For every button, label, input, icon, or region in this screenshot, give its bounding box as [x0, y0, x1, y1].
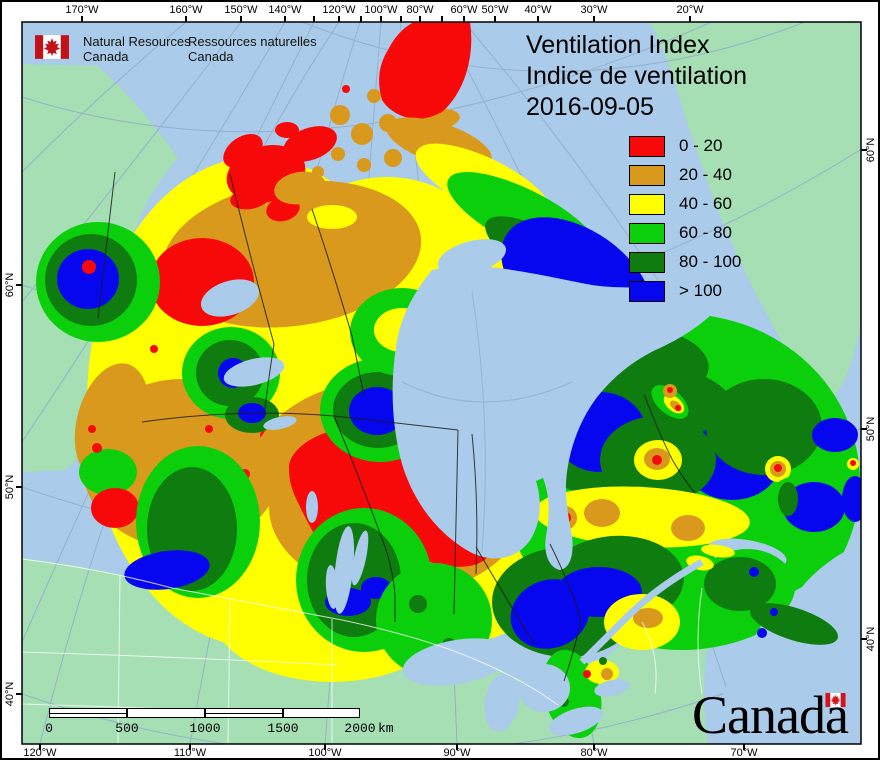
graticule-over-water — [401, 291, 573, 553]
axis-tick — [240, 16, 242, 22]
province-borders — [97, 171, 696, 682]
top-axis-label: 140°W — [268, 4, 302, 16]
scale-label: 1500 — [267, 721, 299, 736]
bottom-axis-label: 100°W — [308, 747, 342, 759]
scale-bar — [49, 708, 360, 718]
top-axis-label: 80°W — [406, 4, 434, 16]
axis-tick — [861, 428, 867, 430]
axis-tick — [689, 16, 691, 22]
axis-tick — [360, 16, 362, 22]
bottom-axis-label: 80°W — [580, 747, 608, 759]
scale-bar-segment — [283, 708, 360, 718]
axis-tick — [81, 16, 83, 22]
legend-label: 20 - 40 — [679, 165, 732, 184]
scale-bar-segment — [127, 708, 205, 718]
dept-name-fr-line1: Ressources naturelles — [188, 34, 317, 49]
dept-name-fr-line2: Canada — [188, 49, 234, 64]
map-date: 2016-09-05 — [526, 93, 654, 121]
map-title-en: Ventilation Index — [526, 31, 710, 59]
scale-label: 500 — [115, 721, 139, 736]
legend-swatch-80-100 — [629, 252, 665, 273]
bottom-axis-label: 90°W — [443, 747, 471, 759]
axis-tick — [861, 638, 867, 640]
axis-tick — [593, 16, 595, 22]
map-title: Ventilation Index Indice de ventilation … — [526, 30, 747, 123]
legend-label: > 100 — [679, 281, 723, 300]
scale-label: 0 — [45, 721, 53, 736]
axis-tick — [419, 16, 421, 22]
legend-label: 40 - 60 — [679, 194, 732, 213]
legend-label: 60 - 80 — [679, 223, 732, 242]
map-title-fr: Indice de ventilation — [526, 62, 747, 90]
axis-tick — [39, 744, 41, 750]
dept-name-en-line1: Natural Resources — [83, 34, 191, 49]
dept-name-en-line2: Canada — [83, 49, 129, 64]
legend-swatch-60-80 — [629, 223, 665, 244]
axis-tick — [441, 16, 443, 22]
left-axis-label-text: 60°N — [4, 272, 16, 298]
scale-bar-segment — [205, 708, 283, 718]
scale-label: 2000 — [344, 721, 376, 736]
axis-tick — [400, 16, 402, 22]
top-axis-label: 160°W — [169, 4, 203, 16]
top-axis-label: 170°W — [65, 4, 99, 16]
top-axis-label: 60°W — [450, 4, 478, 16]
top-axis-label: 50°W — [481, 4, 509, 16]
axis-tick — [189, 744, 191, 750]
bottom-axis-label: 120°W — [23, 747, 57, 759]
legend-swatch-0-20 — [629, 136, 665, 157]
left-axis-label-text: 40°N — [4, 681, 16, 707]
axis-tick — [185, 16, 187, 22]
axis-tick — [16, 486, 22, 488]
top-axis-label: 30°W — [580, 4, 608, 16]
top-axis-label: 40°W — [524, 4, 552, 16]
top-axis-label: 120°W — [322, 4, 356, 16]
top-axis-label: 100°W — [364, 4, 398, 16]
axis-tick — [313, 16, 315, 22]
axis-tick — [463, 16, 465, 22]
bottom-axis-label: 110°W — [173, 747, 207, 759]
axis-tick — [537, 16, 539, 22]
scale-bar-segment — [49, 708, 127, 718]
bottom-axis-label: 70°W — [730, 747, 758, 759]
axis-tick — [861, 149, 867, 151]
axis-tick — [494, 16, 496, 22]
top-axis-label: 150°W — [224, 4, 258, 16]
top-axis-label: 20°W — [676, 4, 704, 16]
axis-tick — [284, 16, 286, 22]
axis-tick — [324, 744, 326, 750]
axis-tick — [456, 744, 458, 750]
legend-swatch-40-60 — [629, 194, 665, 215]
axis-tick — [380, 16, 382, 22]
canada-flag-icon — [825, 693, 846, 707]
legend-label: 0 - 20 — [679, 136, 723, 155]
legend-swatch-gt-100 — [629, 281, 665, 302]
axis-tick — [338, 16, 340, 22]
axis-tick — [743, 744, 745, 750]
axis-tick — [16, 693, 22, 695]
legend-label: 80 - 100 — [679, 252, 742, 271]
scale-label: 1000 — [189, 721, 221, 736]
axis-tick — [16, 284, 22, 286]
map-frame — [21, 21, 862, 745]
left-axis-label-text: 50°N — [4, 474, 16, 500]
canada-wordmark: Canada — [692, 685, 849, 745]
canada-flag-icon — [35, 35, 69, 59]
legend-swatch-20-40 — [629, 165, 665, 186]
axis-tick — [593, 744, 595, 750]
scale-unit-label: km — [378, 721, 394, 736]
